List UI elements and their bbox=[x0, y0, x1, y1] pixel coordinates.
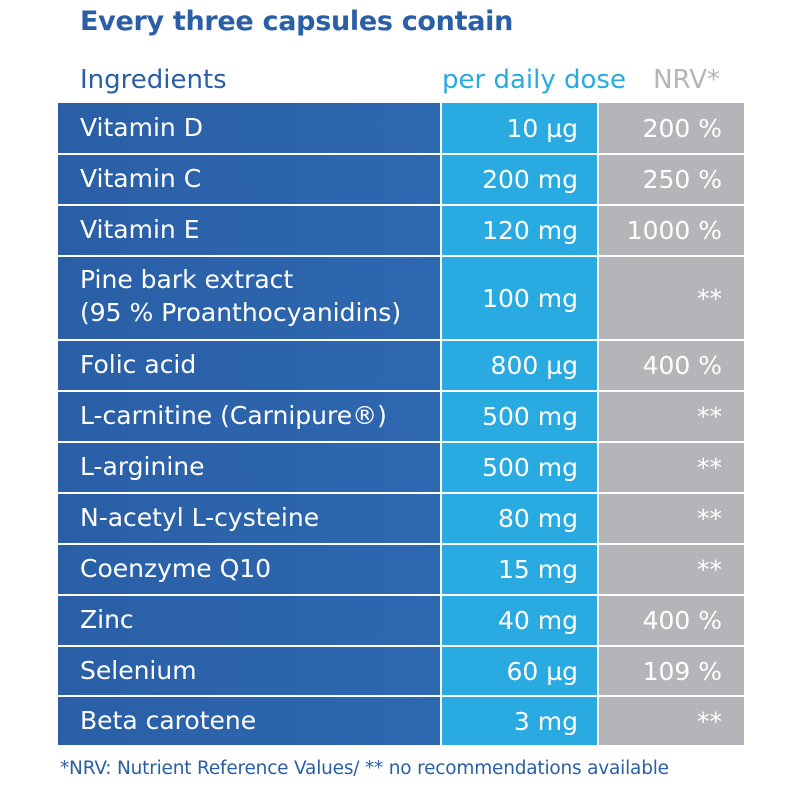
ingredient-nrv: ** bbox=[599, 257, 744, 339]
ingredient-dose: 500 mg bbox=[442, 392, 597, 441]
ingredient-nrv: ** bbox=[599, 494, 744, 543]
ingredient-name: Vitamin D bbox=[58, 103, 440, 153]
table-row: Selenium 60 µg 109 % bbox=[58, 647, 744, 695]
ingredient-name: Zinc bbox=[58, 596, 440, 645]
ingredient-nrv: 400 % bbox=[599, 341, 744, 390]
ingredient-dose: 60 µg bbox=[442, 647, 597, 695]
table-row: Zinc 40 mg 400 % bbox=[58, 596, 744, 645]
ingredient-dose: 3 mg bbox=[442, 697, 597, 745]
ingredient-name: L-carnitine (Carnipure®) bbox=[58, 392, 440, 441]
ingredient-name: Beta carotene bbox=[58, 697, 440, 745]
ingredient-nrv: ** bbox=[599, 443, 744, 492]
ingredient-name: N-acetyl L-cysteine bbox=[58, 494, 440, 543]
ingredients-table: Vitamin D 10 µg 200 % Vitamin C 200 mg 2… bbox=[58, 103, 744, 745]
ingredient-nrv: 109 % bbox=[599, 647, 744, 695]
ingredient-name-line2: (95 % Proanthocyanidins) bbox=[80, 297, 402, 327]
page-title: Every three capsules contain bbox=[80, 6, 514, 37]
footnote: *NRV: Nutrient Reference Values/ ** no r… bbox=[60, 758, 669, 779]
ingredient-name: L-arginine bbox=[58, 443, 440, 492]
ingredient-name: Folic acid bbox=[58, 341, 440, 390]
table-row: Coenzyme Q10 15 mg ** bbox=[58, 545, 744, 594]
ingredient-name: Pine bark extract (95 % Proanthocyanidin… bbox=[58, 257, 440, 339]
ingredient-dose: 200 mg bbox=[442, 155, 597, 204]
table-row: N-acetyl L-cysteine 80 mg ** bbox=[58, 494, 744, 543]
ingredient-dose: 800 µg bbox=[442, 341, 597, 390]
header-dose: per daily dose bbox=[442, 65, 626, 95]
ingredient-dose: 40 mg bbox=[442, 596, 597, 645]
table-row: L-arginine 500 mg ** bbox=[58, 443, 744, 492]
ingredient-nrv: ** bbox=[599, 545, 744, 594]
ingredient-nrv: 250 % bbox=[599, 155, 744, 204]
table-row: Vitamin E 120 mg 1000 % bbox=[58, 206, 744, 255]
ingredient-dose: 10 µg bbox=[442, 103, 597, 153]
header-ingredients: Ingredients bbox=[80, 65, 227, 95]
ingredient-nrv: 400 % bbox=[599, 596, 744, 645]
table-row: Beta carotene 3 mg ** bbox=[58, 697, 744, 745]
ingredient-dose: 120 mg bbox=[442, 206, 597, 255]
ingredient-name: Vitamin C bbox=[58, 155, 440, 204]
ingredient-nrv: ** bbox=[599, 697, 744, 745]
ingredient-dose: 100 mg bbox=[442, 257, 597, 339]
ingredient-name: Vitamin E bbox=[58, 206, 440, 255]
table-row: Pine bark extract (95 % Proanthocyanidin… bbox=[58, 257, 744, 339]
table-row: Vitamin D 10 µg 200 % bbox=[58, 103, 744, 153]
ingredient-name-line1: Pine bark extract bbox=[80, 265, 294, 294]
header-nrv: NRV* bbox=[653, 65, 720, 95]
ingredient-dose: 15 mg bbox=[442, 545, 597, 594]
ingredient-dose: 500 mg bbox=[442, 443, 597, 492]
ingredient-name: Coenzyme Q10 bbox=[58, 545, 440, 594]
ingredient-dose: 80 mg bbox=[442, 494, 597, 543]
ingredient-name: Selenium bbox=[58, 647, 440, 695]
ingredient-nrv: 200 % bbox=[599, 103, 744, 153]
ingredient-nrv: ** bbox=[599, 392, 744, 441]
ingredient-nrv: 1000 % bbox=[599, 206, 744, 255]
table-row: L-carnitine (Carnipure®) 500 mg ** bbox=[58, 392, 744, 441]
table-row: Folic acid 800 µg 400 % bbox=[58, 341, 744, 390]
table-row: Vitamin C 200 mg 250 % bbox=[58, 155, 744, 204]
